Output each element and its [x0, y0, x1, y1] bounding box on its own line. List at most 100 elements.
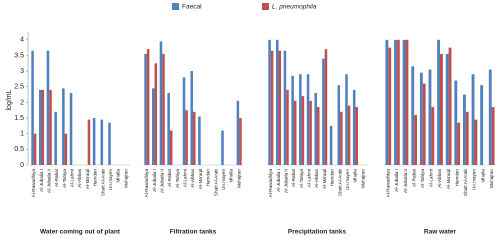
bar	[276, 39, 279, 165]
bar	[92, 118, 96, 165]
bar	[352, 89, 356, 165]
x-tick-label: Al-Rabat	[167, 168, 172, 187]
bar	[440, 53, 443, 165]
x-tick-label: Al-Ma'aqil	[85, 169, 90, 189]
bar	[54, 111, 57, 165]
legend-swatch	[262, 3, 269, 10]
x-tick-label: Al-Tahiya	[175, 169, 180, 188]
x-tick-label: Al-Abbas	[190, 168, 195, 187]
bar	[182, 77, 186, 165]
x-tick-label: Shatt Al-Arab	[337, 169, 342, 197]
x-tick-label: Al-Rawadhiya	[144, 169, 149, 198]
x-tick-label: Muhajran	[489, 169, 494, 189]
bar	[162, 53, 165, 165]
bar	[491, 107, 495, 165]
y-axis-label: log/mL	[6, 89, 13, 110]
x-tick-label: Un.mayen	[345, 169, 350, 190]
bar	[317, 107, 320, 165]
bar	[293, 100, 297, 165]
x-tick-label: Al-Ma'aqil	[198, 169, 203, 189]
bar	[314, 93, 317, 165]
bar	[454, 80, 458, 165]
x-tick-label: Mhalla	[229, 169, 234, 183]
x-tick-label: Muhajran	[360, 169, 365, 189]
x-tick-label: Al-Rawadhiya	[268, 169, 273, 198]
bar	[69, 93, 73, 165]
bar	[236, 100, 240, 165]
bar	[39, 89, 42, 165]
bar	[193, 111, 196, 165]
bar	[239, 118, 242, 165]
x-tick-label: Shatt Al-Arab	[463, 169, 468, 197]
x-tick-label: Al-Tahiya	[299, 169, 304, 188]
bar	[283, 50, 287, 165]
y-tick-label: 1.5	[14, 115, 24, 122]
bar	[309, 100, 312, 165]
bar	[146, 49, 150, 166]
x-tick-label: Mhalla	[353, 169, 358, 183]
bar	[488, 69, 492, 165]
bar	[337, 85, 341, 165]
x-tick-label: Un.mayen	[108, 169, 113, 190]
bar	[144, 53, 147, 165]
x-tick-label: Al-Lahmi	[429, 169, 434, 187]
x-tick-label: Al-Jubaila II	[283, 169, 288, 193]
x-tick-label: Al-Jubaila II	[403, 169, 408, 193]
bar	[190, 71, 193, 165]
bar	[437, 39, 440, 165]
legend-swatch	[172, 3, 179, 10]
x-tick-label: Al-Jubaila I	[276, 169, 281, 192]
bar	[474, 119, 478, 165]
bar	[41, 89, 45, 165]
x-tick-label: Mhalla	[480, 169, 485, 183]
bar	[278, 50, 282, 165]
x-tick-label: Al-Lahmi	[70, 169, 75, 187]
x-tick-label: Al-Jubaila I	[152, 169, 157, 192]
x-tick-label: Hamdan	[454, 169, 459, 187]
x-tick-label: Hamdan	[330, 169, 335, 187]
panel-title: Precipitation tanks	[288, 229, 347, 236]
bar	[167, 93, 170, 165]
legend-label: Faecal	[182, 4, 202, 11]
bar	[431, 107, 435, 165]
x-tick-label: Hamdan	[206, 169, 211, 187]
x-tick-label: Hamdan	[93, 169, 98, 187]
bar	[471, 74, 475, 165]
bar	[402, 39, 406, 165]
y-tick-label: 1	[20, 131, 24, 138]
x-tick-label: Al-Rabat	[291, 168, 296, 187]
bar	[411, 66, 415, 165]
x-tick-label: Al-Rawadhiya	[31, 169, 36, 198]
bar	[419, 72, 423, 165]
x-tick-label: Shatt Al-Arab	[100, 169, 105, 197]
bar	[463, 94, 466, 165]
bar	[414, 114, 417, 165]
bar	[270, 50, 274, 165]
y-tick-label: 3	[20, 68, 24, 75]
bar	[100, 119, 104, 165]
bar	[299, 74, 302, 165]
bar	[396, 39, 400, 165]
bar	[268, 39, 271, 165]
bar	[457, 122, 461, 165]
bar	[154, 63, 158, 166]
x-tick-label: Un.mayen	[472, 169, 477, 190]
bar	[465, 111, 469, 165]
y-tick-label: 0.5	[14, 146, 24, 153]
y-tick-label: 3.5	[14, 52, 24, 59]
x-tick-label: Un.mayen	[221, 169, 226, 190]
bar	[445, 53, 449, 165]
y-tick-label: 0	[20, 162, 24, 169]
legend-label: L. pneumophila	[272, 4, 317, 11]
x-tick-label: Shatt Al-Arab	[213, 169, 218, 197]
bar	[221, 130, 224, 165]
x-tick-label: Al-Abbas	[314, 168, 319, 187]
x-tick-label: Al-Rabat	[54, 168, 59, 187]
panel-title: Water coming out of plant	[40, 229, 121, 236]
x-tick-label: Al-Abbas	[77, 168, 82, 187]
bar	[345, 74, 348, 165]
bar	[87, 119, 91, 165]
bar	[31, 50, 34, 165]
x-tick-label: Al-Abbas	[437, 168, 442, 187]
y-tick-label: 2.5	[14, 84, 24, 91]
